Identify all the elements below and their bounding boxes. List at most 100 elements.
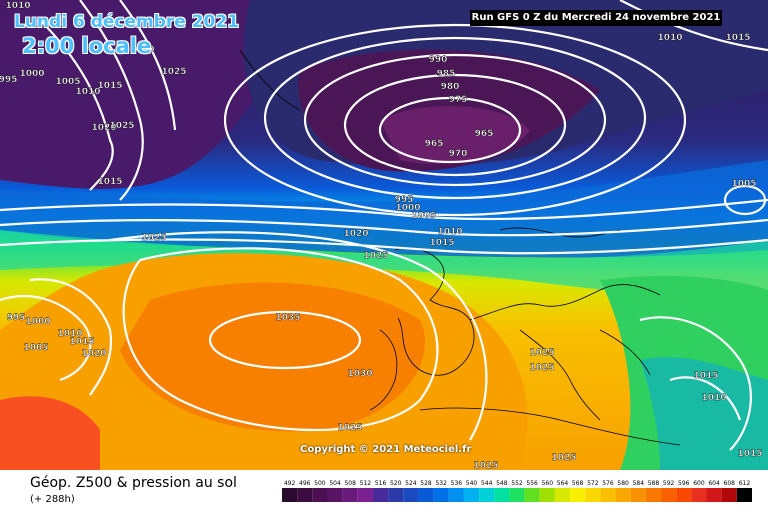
scale-label: 572 xyxy=(587,480,599,487)
isobar-label: 1005 xyxy=(55,77,80,87)
isobar-label: 1005 xyxy=(411,211,436,221)
scale-label: 580 xyxy=(617,480,629,487)
weather-map: 1010995100010051010101510201025102010251… xyxy=(0,0,768,470)
isobar-label: 1010 xyxy=(437,227,462,237)
scale-swatch xyxy=(312,488,328,502)
scale-label: 576 xyxy=(602,480,614,487)
scale-label: 604 xyxy=(708,480,720,487)
scale-swatch xyxy=(433,488,449,502)
scale-swatch xyxy=(448,488,464,502)
scale-swatch xyxy=(721,488,737,502)
isobar-label: 1000 xyxy=(19,69,44,79)
map-time: 2:00 locale xyxy=(22,34,152,58)
isobar-label: 1015 xyxy=(97,81,122,91)
scale-swatch xyxy=(691,488,707,502)
copyright: Copyright © 2021 Meteociel.fr xyxy=(300,444,472,455)
isobar-label: 1015 xyxy=(737,449,762,459)
isobar-label: 990 xyxy=(429,55,448,65)
scale-label: 536 xyxy=(451,480,463,487)
scale-label: 560 xyxy=(542,480,554,487)
isobar-label: 1000 xyxy=(395,203,420,213)
isobar-label: 965 xyxy=(475,129,494,139)
scale-swatch xyxy=(706,488,722,502)
scale-label: 544 xyxy=(481,480,493,487)
color-scale: 492 496 500 504 508 512 516 520 524 528 532 536 540 5… xyxy=(282,480,752,502)
scale-swatch xyxy=(342,488,358,502)
isobar-label: 1015 xyxy=(725,33,750,43)
scale-label: 500 xyxy=(314,480,326,487)
isobar-label: 1010 xyxy=(75,87,100,97)
isobar-label: 1025 xyxy=(363,251,388,261)
isobar-label: 995 xyxy=(7,313,26,323)
isobar-label: 1010 xyxy=(5,1,30,11)
scale-label: 588 xyxy=(648,480,660,487)
scale-label: 520 xyxy=(390,480,402,487)
scale-swatch xyxy=(554,488,571,502)
scale-swatch xyxy=(600,488,616,502)
scale-label: 556 xyxy=(526,480,538,487)
scale-swatch xyxy=(676,488,692,502)
scale-swatch xyxy=(494,488,510,502)
scale-label: 508 xyxy=(344,480,356,487)
isobar-label: 1035 xyxy=(275,313,300,323)
scale-label: 516 xyxy=(375,480,387,487)
scale-label: 608 xyxy=(724,480,736,487)
isobar-label: 1020 xyxy=(343,229,368,239)
scale-swatch xyxy=(282,488,298,502)
scale-swatch xyxy=(509,488,525,502)
scale-label: 600 xyxy=(693,480,705,487)
low-geopotential-west xyxy=(0,0,275,189)
ridge-core xyxy=(120,282,426,432)
scale-swatch xyxy=(585,488,601,502)
isobar-label: 1025 xyxy=(529,363,554,373)
map-date: Lundi 6 décembre 2021 xyxy=(14,12,240,32)
scale-label: 592 xyxy=(663,480,675,487)
isobar-label: 980 xyxy=(441,82,460,92)
scale-label: 596 xyxy=(678,480,690,487)
isobar-label: 965 xyxy=(425,139,444,149)
scale-swatch xyxy=(297,488,313,502)
isobar-label: 1030 xyxy=(347,369,372,379)
scale-label: 584 xyxy=(633,480,645,487)
isobar-label: 970 xyxy=(449,149,468,159)
scale-swatch xyxy=(372,488,389,502)
isobar-label: 1005 xyxy=(23,343,48,353)
isobar-labels: 1010995100010051010101510201025102010251… xyxy=(0,1,763,470)
isobar-label: 1025 xyxy=(337,423,362,433)
ridge-south xyxy=(0,396,100,470)
green-band xyxy=(0,230,768,300)
run-info: Run GFS 0 Z du Mercredi 24 novembre 2021 xyxy=(470,10,722,26)
scale-label: 532 xyxy=(435,480,447,487)
isobar-label: 1010 xyxy=(57,329,82,339)
isobar-label: 1015 xyxy=(97,177,122,187)
scale-swatch xyxy=(327,488,343,502)
scale-swatch xyxy=(463,488,480,502)
scale-swatch xyxy=(570,488,586,502)
isobar-label: 975 xyxy=(449,95,468,105)
scale-swatch xyxy=(736,488,752,502)
isobar-label: 1010 xyxy=(657,33,682,43)
scale-label: 524 xyxy=(405,480,417,487)
scale-swatch xyxy=(645,488,662,502)
isobar-label: 1005 xyxy=(731,179,756,189)
scale-swatch xyxy=(403,488,419,502)
isobar-label: 1025 xyxy=(109,121,134,131)
scale-label: 568 xyxy=(572,480,584,487)
scale-swatch xyxy=(615,488,631,502)
isobar-label: 1020 xyxy=(81,349,106,359)
coastlines xyxy=(239,49,681,446)
scale-label: 512 xyxy=(360,480,372,487)
isobar-label: 1015 xyxy=(693,371,718,381)
isobar-label: 995 xyxy=(395,195,414,205)
scale-label: 540 xyxy=(466,480,478,487)
scale-swatch xyxy=(539,488,555,502)
isobar-label: 1025 xyxy=(161,67,186,77)
deep-low-core xyxy=(380,106,530,164)
scale-label: 548 xyxy=(496,480,508,487)
lead-time: (+ 288h) xyxy=(30,494,75,505)
scale-label: 552 xyxy=(511,480,523,487)
scale-label: 564 xyxy=(557,480,569,487)
isobar-label: 995 xyxy=(0,75,17,85)
isobar-label: 1010 xyxy=(701,393,726,403)
scale-label: 528 xyxy=(420,480,432,487)
